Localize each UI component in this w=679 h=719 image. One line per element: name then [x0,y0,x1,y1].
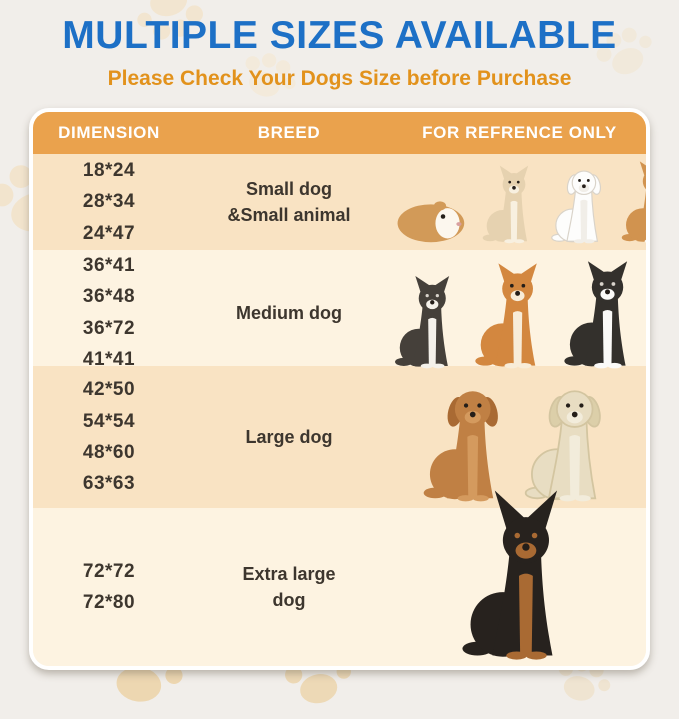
dimension-value: 36*48 [83,281,135,312]
reference-images-cell [393,508,646,666]
column-header-reference: FOR REFRENCE ONLY [393,123,646,143]
bichon-frise-image [550,167,609,243]
dimension-value: 54*54 [83,406,135,437]
french-bulldog-image [393,280,461,368]
dimension-value: 28*34 [83,186,135,217]
dimension-value: 42*50 [83,374,135,405]
dimension-value: 36*72 [83,313,135,344]
labrador-image [523,385,612,501]
doberman-image [459,509,574,659]
breed-cell: Medium dog [185,250,393,375]
guinea-pig-image [393,193,469,243]
corgi-puppy-image [620,165,650,243]
dimension-value: 72*80 [83,587,135,618]
dimension-value: 18*24 [83,155,135,186]
chihuahua-image [481,169,538,243]
breed-label: Large dog [245,424,332,450]
breed-label: Medium dog [236,300,342,326]
dimension-value: 63*63 [83,468,135,499]
page-subtitle: Please Check Your Dogs Size before Purch… [0,67,679,91]
page-header: MULTIPLE SIZES AVAILABLE Please Check Yo… [0,0,679,91]
dimension-value: 48*60 [83,437,135,468]
table-header-row: DIMENSION BREED FOR REFRENCE ONLY [33,112,646,154]
dimension-value: 24*47 [83,218,135,249]
breed-cell: Large dog [185,366,393,508]
breed-label: dog [273,587,306,613]
breed-cell: Small dog&Small animal [185,154,393,250]
breed-label: Small dog [246,176,332,202]
dimension-value: 72*72 [83,556,135,587]
breed-label: &Small animal [227,202,350,228]
border-collie-image [562,266,641,368]
reference-images-cell [393,366,646,508]
column-header-breed: BREED [185,123,393,143]
reference-images-cell [393,154,650,250]
dimension-value: 36*41 [83,250,135,281]
column-header-dimension: DIMENSION [33,123,185,143]
breed-label: Extra large [242,561,335,587]
reference-images-cell [393,250,646,375]
shiba-inu-image [473,268,550,368]
golden-retriever-image [421,385,510,501]
page-title: MULTIPLE SIZES AVAILABLE [0,14,679,58]
